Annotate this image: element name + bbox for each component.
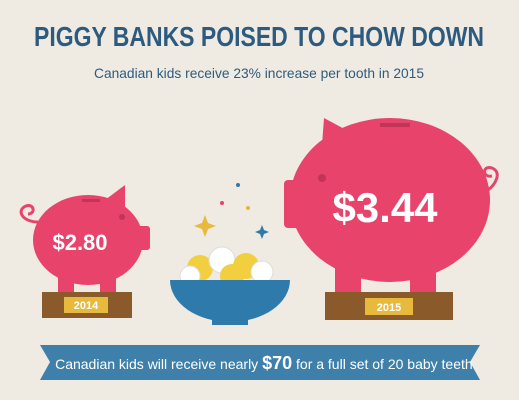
bowl-base [212,318,248,325]
value-label: $2.80 [52,230,107,255]
plaque [64,297,108,313]
sparkle [194,215,216,237]
body [33,195,143,285]
piggy-2015: $3.44 2015 [284,118,499,320]
tooth [250,260,274,284]
sparkle [236,183,240,187]
banner-text: Canadian kids will receive nearly $70 fo… [36,353,485,373]
banner [40,345,480,380]
slot [82,199,100,202]
sparkle [255,225,269,239]
year-label: 2014 [74,300,99,312]
banner-highlight: $70 [262,353,292,373]
banner-text-start: Canadian kids will receive nearly [55,356,262,372]
value-label: $3.44 [332,184,438,231]
subtitle: Canadian kids receive 23% increase per t… [94,65,424,81]
tail [19,204,39,224]
tail [483,166,499,192]
piggy-2014: $2.80 2014 [19,185,150,318]
slot [380,123,410,127]
title: PIGGY BANKS POISED TO CHOW DOWN [34,21,484,52]
bowl [170,183,290,325]
snout [136,226,150,250]
plaque [365,298,413,315]
body [290,118,490,282]
eye [318,174,326,182]
banner-text-end: for a full set of 20 baby teeth [292,356,473,372]
sparkle [246,206,250,210]
sparkle [220,201,224,205]
bowl-body [170,280,290,322]
snout [284,180,306,228]
eye [119,214,125,220]
year-label: 2015 [377,302,401,314]
